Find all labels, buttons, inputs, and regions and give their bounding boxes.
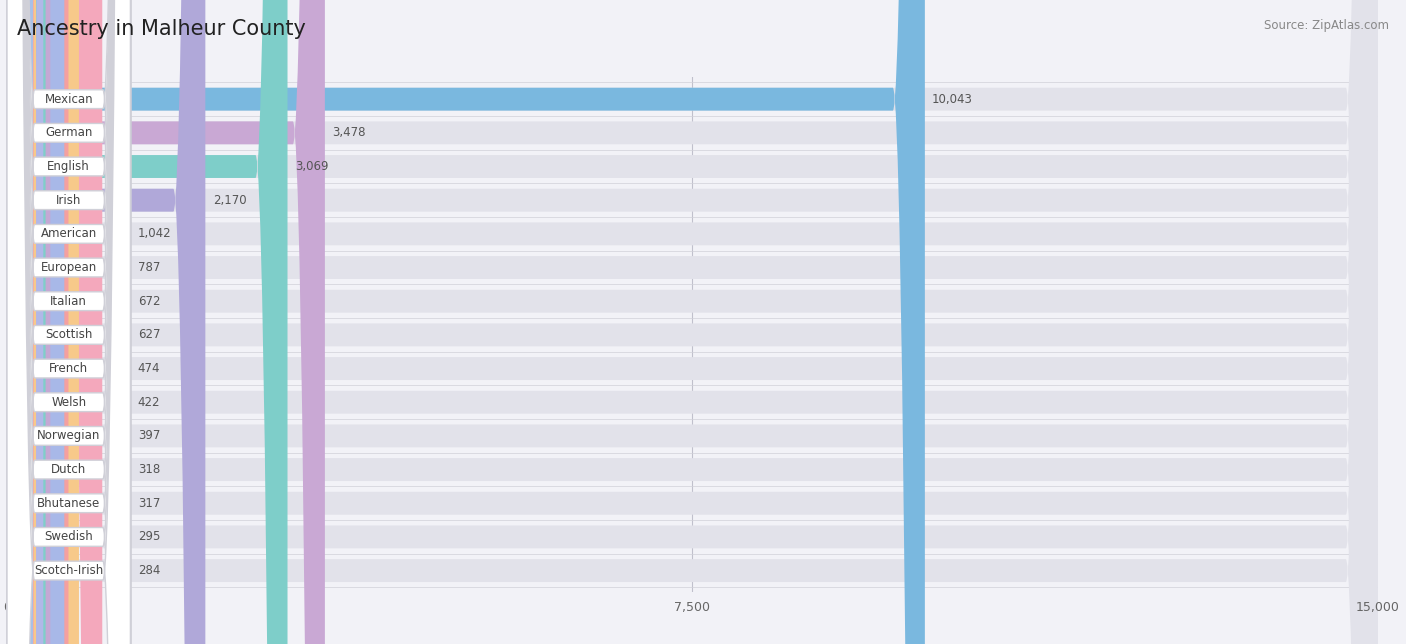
FancyBboxPatch shape <box>7 0 1378 644</box>
FancyBboxPatch shape <box>7 0 32 644</box>
Text: Dutch: Dutch <box>51 463 86 476</box>
Text: 317: 317 <box>138 497 160 510</box>
FancyBboxPatch shape <box>7 0 79 644</box>
FancyBboxPatch shape <box>7 0 69 644</box>
Text: 1,042: 1,042 <box>138 227 172 240</box>
FancyBboxPatch shape <box>7 0 131 644</box>
Text: 3,069: 3,069 <box>295 160 329 173</box>
FancyBboxPatch shape <box>7 0 325 644</box>
FancyBboxPatch shape <box>7 0 37 644</box>
Text: 787: 787 <box>138 261 160 274</box>
Text: 2,170: 2,170 <box>212 194 246 207</box>
FancyBboxPatch shape <box>7 0 1378 644</box>
Text: Bhutanese: Bhutanese <box>37 497 100 510</box>
Text: Welsh: Welsh <box>51 395 86 409</box>
FancyBboxPatch shape <box>7 0 1378 644</box>
FancyBboxPatch shape <box>7 0 34 644</box>
Text: 318: 318 <box>138 463 160 476</box>
FancyBboxPatch shape <box>7 0 65 644</box>
Text: German: German <box>45 126 93 139</box>
FancyBboxPatch shape <box>7 0 287 644</box>
Text: European: European <box>41 261 97 274</box>
FancyBboxPatch shape <box>7 0 37 644</box>
FancyBboxPatch shape <box>7 0 131 644</box>
FancyBboxPatch shape <box>7 0 1378 644</box>
FancyBboxPatch shape <box>7 0 131 644</box>
FancyBboxPatch shape <box>7 0 1378 644</box>
Text: 284: 284 <box>138 564 160 577</box>
Text: 10,043: 10,043 <box>932 93 973 106</box>
Text: English: English <box>48 160 90 173</box>
Text: Irish: Irish <box>56 194 82 207</box>
FancyBboxPatch shape <box>7 0 131 644</box>
Text: Ancestry in Malheur County: Ancestry in Malheur County <box>17 19 305 39</box>
Text: French: French <box>49 362 89 375</box>
FancyBboxPatch shape <box>7 0 103 644</box>
FancyBboxPatch shape <box>7 0 1378 644</box>
FancyBboxPatch shape <box>7 0 1378 644</box>
FancyBboxPatch shape <box>7 0 1378 644</box>
FancyBboxPatch shape <box>7 0 1378 644</box>
FancyBboxPatch shape <box>7 0 131 644</box>
Text: 422: 422 <box>138 395 160 409</box>
Text: Italian: Italian <box>51 295 87 308</box>
FancyBboxPatch shape <box>7 0 131 644</box>
FancyBboxPatch shape <box>7 0 205 644</box>
FancyBboxPatch shape <box>7 0 925 644</box>
Text: Scotch-Irish: Scotch-Irish <box>34 564 104 577</box>
FancyBboxPatch shape <box>7 0 131 644</box>
FancyBboxPatch shape <box>7 0 44 644</box>
FancyBboxPatch shape <box>7 0 1378 644</box>
Text: Mexican: Mexican <box>45 93 93 106</box>
Text: 295: 295 <box>138 531 160 544</box>
Text: 3,478: 3,478 <box>332 126 366 139</box>
FancyBboxPatch shape <box>7 0 131 644</box>
Text: 627: 627 <box>138 328 160 341</box>
FancyBboxPatch shape <box>7 0 131 644</box>
FancyBboxPatch shape <box>7 0 131 644</box>
FancyBboxPatch shape <box>7 0 131 644</box>
Text: Swedish: Swedish <box>45 531 93 544</box>
Text: 397: 397 <box>138 430 160 442</box>
FancyBboxPatch shape <box>7 0 1378 644</box>
FancyBboxPatch shape <box>7 0 1378 644</box>
Text: 672: 672 <box>138 295 160 308</box>
FancyBboxPatch shape <box>7 0 131 644</box>
FancyBboxPatch shape <box>7 0 131 644</box>
FancyBboxPatch shape <box>7 0 1378 644</box>
Text: Norwegian: Norwegian <box>37 430 100 442</box>
Text: American: American <box>41 227 97 240</box>
Text: Scottish: Scottish <box>45 328 93 341</box>
Text: 474: 474 <box>138 362 160 375</box>
FancyBboxPatch shape <box>7 0 1378 644</box>
FancyBboxPatch shape <box>7 0 51 644</box>
FancyBboxPatch shape <box>7 0 1378 644</box>
FancyBboxPatch shape <box>7 0 45 644</box>
FancyBboxPatch shape <box>7 0 131 644</box>
FancyBboxPatch shape <box>7 0 131 644</box>
Text: Source: ZipAtlas.com: Source: ZipAtlas.com <box>1264 19 1389 32</box>
